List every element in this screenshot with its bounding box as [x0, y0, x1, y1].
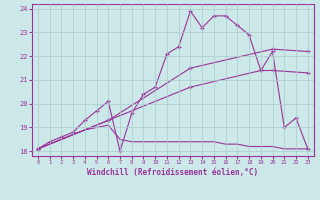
- X-axis label: Windchill (Refroidissement éolien,°C): Windchill (Refroidissement éolien,°C): [87, 168, 258, 177]
